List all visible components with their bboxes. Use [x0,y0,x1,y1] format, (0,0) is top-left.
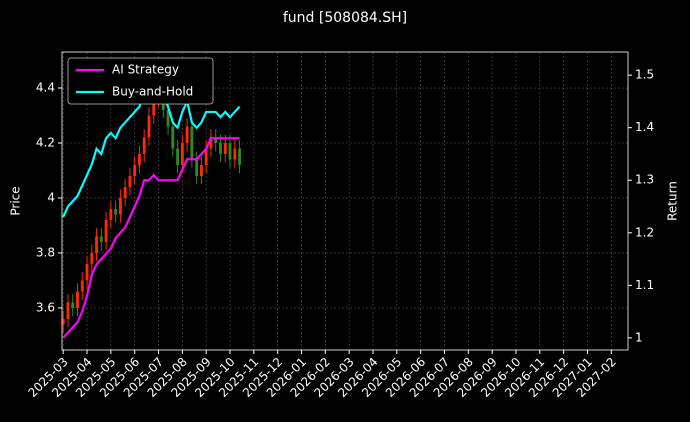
y-tick-label: 4 [47,190,55,204]
candle-body [238,148,241,165]
candle-body [209,137,213,149]
candle-body [199,164,203,176]
candle-body [128,175,132,187]
y-tick-label: 4.4 [36,81,55,95]
candle-body [233,148,237,160]
candle-body [123,186,127,198]
candle-body [228,142,232,160]
candle-body [176,148,180,165]
y2-tick-label: 1.1 [635,278,654,292]
y2-tick-label: 1.3 [635,173,654,187]
candle-body [185,126,189,143]
candle-body [80,280,84,292]
candle-body [204,148,208,165]
candle-body [114,208,118,215]
candle-body [133,164,137,176]
candle-body [61,318,65,325]
candle-body [195,159,199,176]
candle-body [138,153,141,165]
candle-body [90,252,94,264]
chart-title: fund [508084.SH] [283,10,407,26]
candle-body [85,263,89,281]
y2-tick-label: 1.5 [635,68,654,82]
candle-body [166,110,170,127]
candle-body [71,302,75,308]
candle-body [66,302,70,319]
candle-body [147,115,151,138]
y2-axis-label: Return [666,181,680,221]
y-tick-label: 3.8 [36,245,55,259]
candle-body [152,99,156,116]
candle-body [219,142,222,154]
y2-tick-label: 1.2 [635,225,654,239]
y-tick-label: 3.6 [36,300,55,314]
candle-body [118,197,122,215]
y-axis-label: Price [9,186,23,215]
y2-tick-label: 1.4 [635,120,654,134]
candle-body [223,142,227,154]
legend-box [67,57,214,105]
legend-label: Buy-and-Hold [112,85,193,99]
candle-body [190,126,194,160]
candle-body [76,291,79,308]
y2-tick-label: 1 [635,330,643,344]
candle-body [99,236,103,242]
series-line [62,137,240,339]
legend-label: AI Strategy [112,63,179,77]
candle-body [95,236,98,253]
candle-body [104,219,108,242]
candle-body [214,137,218,143]
candle-body [109,208,113,220]
plot-frame [61,51,629,351]
candle-body [180,142,184,165]
candle-body [171,126,175,149]
y-tick-label: 4.2 [36,135,55,149]
candle-body [142,137,146,154]
